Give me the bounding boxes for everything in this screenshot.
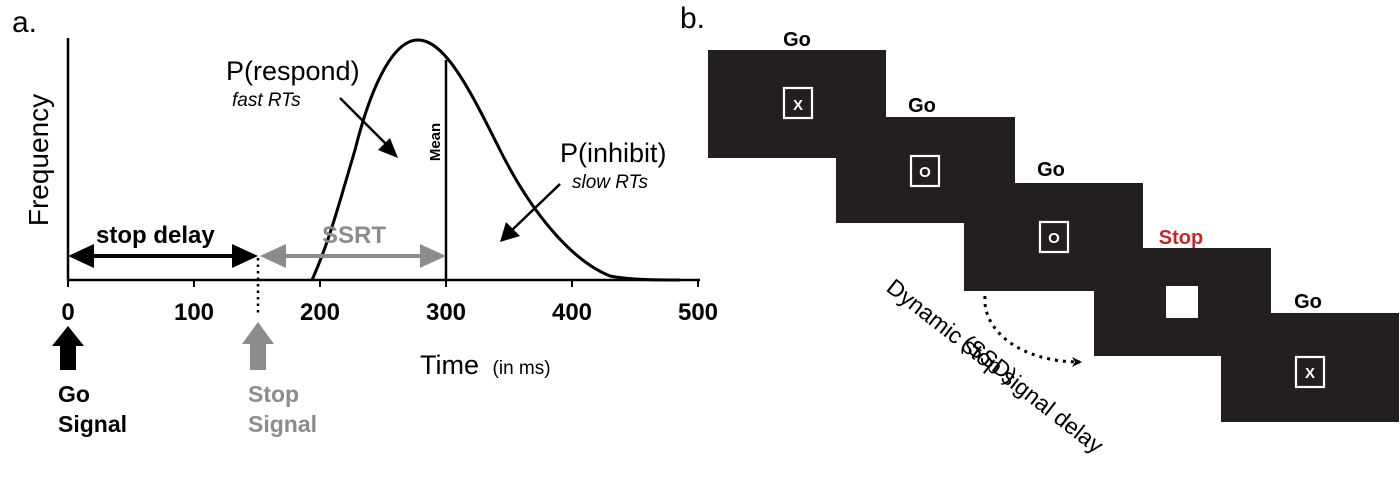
tick-label-500: 500 <box>678 299 718 326</box>
frame-3-symbol: O <box>1048 230 1060 247</box>
p-inhibit-sub: slow RTs <box>572 172 649 193</box>
go-signal-arrow <box>52 326 84 370</box>
frame-3-stimulus-box <box>1038 220 1070 254</box>
tick-label-300: 300 <box>426 299 466 326</box>
x-axis-tick-labels: 0 100 200 300 400 500 <box>61 299 718 326</box>
ssrt-label: SSRT <box>322 222 386 249</box>
tick-label-200: 200 <box>300 299 340 326</box>
rt-distribution-curve <box>310 38 681 282</box>
p-respond-label: P(respond) <box>226 56 360 86</box>
frame-1-title: Go <box>783 29 811 51</box>
x-axis-label-unit: (in ms) <box>493 358 551 379</box>
p-respond-sub: fast RTs <box>232 90 301 111</box>
frame-1-stimulus-box <box>782 86 814 120</box>
x-axis-ticks <box>67 280 699 287</box>
frame-5-symbol: X <box>1305 365 1315 382</box>
frame-5-stimulus-box <box>1294 355 1326 389</box>
stop-signal-arrow <box>242 322 274 370</box>
stop-delay-arrow <box>68 244 258 268</box>
tick-label-400: 400 <box>552 299 592 326</box>
frame-3-title: Go <box>1037 159 1065 181</box>
frame-4-title: Stop <box>1159 227 1203 249</box>
p-inhibit-label: P(inhibit) <box>560 138 667 168</box>
panel-a-label: a. <box>12 6 37 39</box>
panel-b: b. Go X Go O Go O Stop <box>680 2 1399 459</box>
frame-2-stimulus-box <box>909 154 941 188</box>
frame-5-screen <box>1221 313 1399 422</box>
frame-5-title: Go <box>1294 291 1322 313</box>
trial-frame-5: Go X <box>1221 291 1399 422</box>
go-signal-line1: Go <box>58 381 90 407</box>
p-respond-arrow <box>339 97 398 158</box>
stop-signal-line2: Signal <box>248 411 317 437</box>
y-axis-label: Frequency <box>23 94 54 226</box>
frame-4-stop-square <box>1166 286 1198 318</box>
x-axis-label-text: Time <box>420 350 479 380</box>
panel-a: a. Frequency 0 100 200 300 400 500 Time … <box>12 6 718 437</box>
p-inhibit-arrow <box>500 183 561 242</box>
tick-label-100: 100 <box>174 299 214 326</box>
ssrt-arrow <box>260 244 446 268</box>
tick-label-0: 0 <box>61 299 74 326</box>
panel-b-label: b. <box>680 2 705 35</box>
go-signal-line2: Signal <box>58 411 127 437</box>
frame-2-symbol: O <box>919 164 931 181</box>
frame-2-title: Go <box>908 95 936 117</box>
mean-label: Mean <box>427 123 444 161</box>
stop-delay-label: stop delay <box>96 222 215 249</box>
trial-frame-1: Go X <box>708 29 886 158</box>
stop-signal-line1: Stop <box>248 381 299 407</box>
frame-1-symbol: X <box>793 97 803 114</box>
x-axis-label: Time (in ms) <box>420 350 551 380</box>
